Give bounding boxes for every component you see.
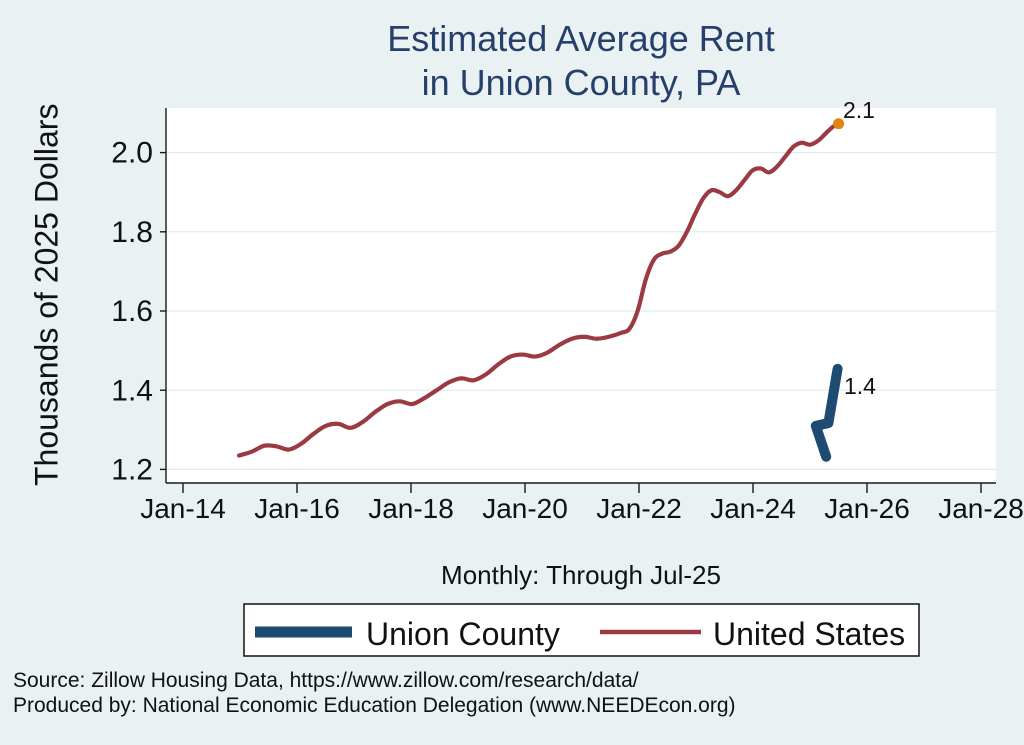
svg-text:Union County: Union County <box>366 616 560 652</box>
svg-text:United States: United States <box>713 616 905 652</box>
